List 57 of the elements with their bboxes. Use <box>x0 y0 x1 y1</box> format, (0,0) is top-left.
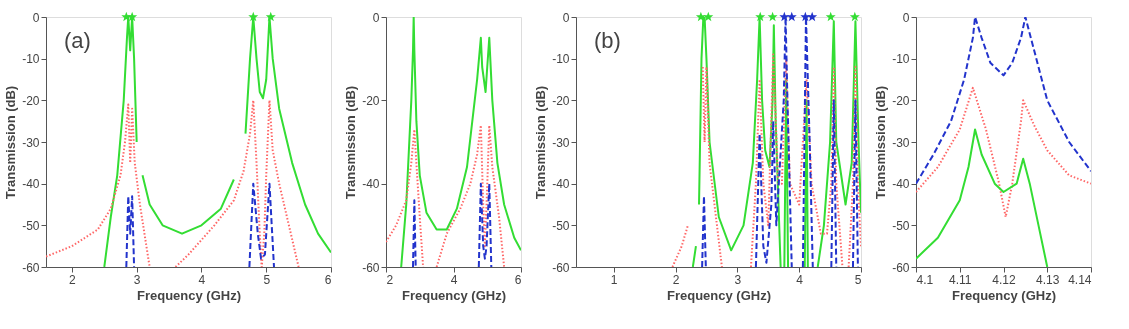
y-tick-label: -20 <box>552 93 570 108</box>
annotation: (a) <box>64 28 91 53</box>
x-tick-label: 3 <box>133 272 141 287</box>
x-tick-label: 1 <box>610 272 618 287</box>
y-tick-label: -10 <box>552 52 570 67</box>
x-tick-label: 5 <box>854 272 862 287</box>
y-tick-label: 0 <box>562 10 570 25</box>
y-tick-label: 0 <box>902 10 910 25</box>
y-axis-title: Transmission (dB) <box>3 85 19 200</box>
y-tick-label: -40 <box>892 177 910 192</box>
y-tick-label: -60 <box>22 260 40 275</box>
line-series <box>916 86 1091 218</box>
line-series <box>400 17 521 267</box>
y-axis-title: Transmission (dB) <box>873 85 889 200</box>
y-tick-label: -20 <box>892 93 910 108</box>
x-tick-label: 5 <box>263 272 271 287</box>
x-axis-title: Frequency (GHz) <box>666 287 772 303</box>
x-tick-label: 6 <box>514 272 522 287</box>
y-tick-label: -50 <box>22 218 40 233</box>
y-tick-label: -40 <box>22 177 40 192</box>
annotation: (b) <box>594 28 621 53</box>
x-axis-title: Frequency (GHz) <box>951 287 1057 303</box>
x-tick-label: 4.1 <box>916 272 934 287</box>
x-tick-label: 3 <box>734 272 742 287</box>
y-tick-label: -30 <box>892 135 910 150</box>
y-tick-label: -40 <box>552 177 570 192</box>
x-axis-title: Frequency (GHz) <box>401 287 507 303</box>
x-tick-label: 4 <box>796 272 804 287</box>
y-tick-label: 0 <box>32 10 40 25</box>
y-tick-label: -10 <box>892 52 910 67</box>
x-tick-label: 2 <box>672 272 680 287</box>
x-tick-label: 2 <box>69 272 77 287</box>
y-tick-label: -20 <box>362 93 380 108</box>
y-axis-title: Transmission (dB) <box>343 85 359 200</box>
y-axis-title: Transmission (dB) <box>533 85 549 200</box>
y-tick-label: 0 <box>372 10 380 25</box>
y-tick-label: -50 <box>552 218 570 233</box>
y-tick-label: -60 <box>552 260 570 275</box>
x-axis-title: Frequency (GHz) <box>136 287 242 303</box>
x-tick-label: 4.11 <box>949 272 972 287</box>
x-tick-label: 4.14 <box>1068 272 1092 287</box>
line-series <box>916 17 1091 185</box>
y-tick-label: -10 <box>22 52 40 67</box>
x-tick-label: 2 <box>386 272 394 287</box>
y-tick-label: -60 <box>362 260 380 275</box>
y-tick-label: -40 <box>362 177 380 192</box>
y-tick-label: -60 <box>892 260 910 275</box>
y-tick-label: -20 <box>22 93 40 108</box>
x-tick-label: 4.12 <box>992 272 1016 287</box>
x-tick-label: 4.13 <box>1036 272 1060 287</box>
line-series <box>916 128 1049 267</box>
y-tick-label: -50 <box>892 218 910 233</box>
x-tick-label: 4 <box>198 272 206 287</box>
y-tick-label: -30 <box>22 135 40 150</box>
x-tick-label: 6 <box>324 272 332 287</box>
y-tick-label: -30 <box>552 135 570 150</box>
x-tick-label: 4 <box>450 272 458 287</box>
